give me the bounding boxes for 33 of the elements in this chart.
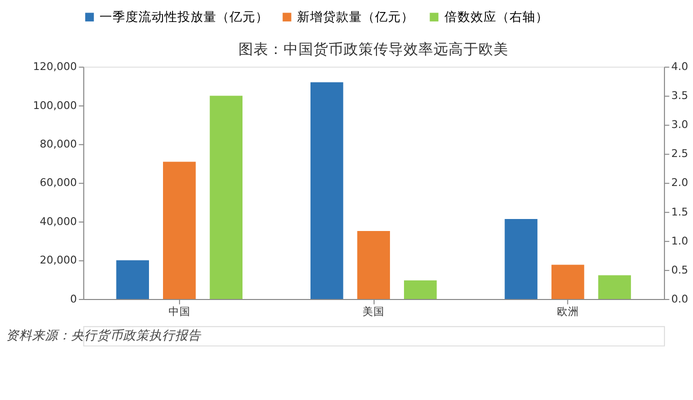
y-tick-label: 80,000 [40,138,78,151]
bar [598,275,631,299]
bar [404,280,437,299]
y-tick-label: 20,000 [40,254,78,267]
bar [551,264,584,299]
y2-tick-label: 1.5 [671,205,688,218]
legend-label: 一季度流动性投放量（亿元） [100,8,269,24]
y-tick-label: 120,000 [33,60,78,74]
bar [504,219,538,299]
x-tick-label: 美国 [362,304,385,318]
y2-tick-label: 0.5 [671,263,688,276]
bar [357,231,390,299]
legend-label: 新增贷款量（亿元） [297,8,414,24]
y2-tick-label: 0.0 [671,292,688,306]
bar [210,96,242,299]
y-tick-label: 60,000 [40,176,78,190]
text: 资料来源：央行货币政策执行报告 [6,328,202,343]
bar [163,162,196,299]
y2-tick-label: 3.0 [671,118,688,132]
x-tick-label: 中国 [168,304,190,318]
y-tick-label: 0 [70,292,78,306]
x-tick-label: 欧洲 [556,304,579,318]
y-tick-label: 40,000 [40,214,78,228]
y2-tick-label: 2.0 [671,176,688,190]
legend-label: 倍数效应（右轴） [444,8,548,24]
y2-tick-label: 2.5 [671,147,688,160]
chart-title: 图表：中国货币政策传导效率远高于欧美 [238,41,509,58]
y2-tick-label: 4.0 [671,60,688,74]
bar [310,82,344,299]
y2-tick-label: 3.5 [671,89,688,102]
y-tick-label: 100,000 [33,98,78,112]
y2-tick-label: 1.0 [671,234,688,248]
bar [116,260,149,299]
